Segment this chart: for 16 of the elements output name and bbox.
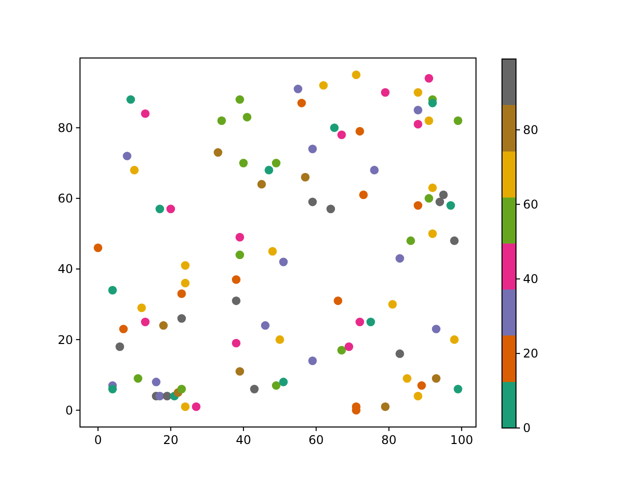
color-bar-label: 60	[523, 198, 538, 212]
y-tick-label: 0	[65, 403, 73, 418]
y-tick-label: 60	[58, 192, 73, 206]
x-tick-label: 20	[163, 433, 178, 447]
y-tick-label: 80	[58, 120, 73, 135]
x-tick-label: 40	[236, 433, 252, 447]
x-tick-label: 80	[381, 433, 397, 447]
color-bar-label: 20	[523, 346, 538, 361]
color-bar-label: 0	[523, 421, 531, 436]
color-bar-label: 80	[523, 123, 538, 138]
color-bar-label: 40	[523, 272, 538, 286]
x-tick-label: 60	[308, 433, 324, 447]
x-tick-label: 100	[450, 433, 474, 447]
y-tick-label: 40	[58, 262, 73, 276]
y-tick-label: 20	[58, 332, 73, 347]
x-tick-label: 0	[94, 433, 102, 447]
